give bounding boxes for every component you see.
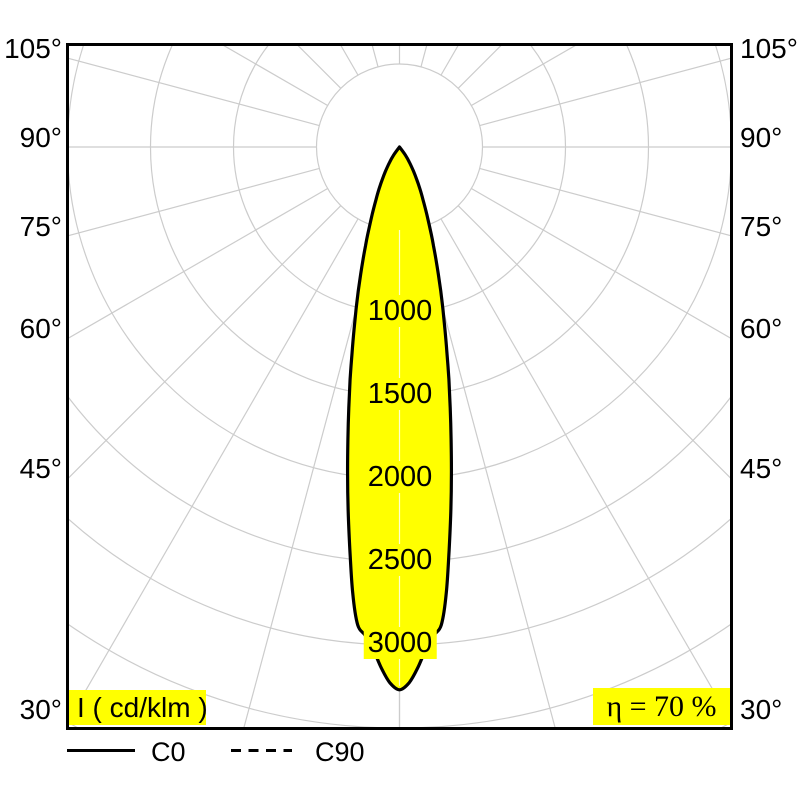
grid-ray [479,167,730,237]
angle-label-right-45: 45° [740,452,783,484]
grid-ray [223,46,328,107]
grid-ray [420,227,556,727]
angle-label-left-60: 60° [19,312,62,344]
ring-label-1000: 1000 [363,295,437,327]
angle-label-left-90: 90° [19,122,62,153]
angle-label-left-75: 75° [19,210,62,242]
ring-label-1500: 1500 [363,378,437,410]
ring-label-2500: 2500 [363,544,437,576]
angle-label-right-90: 90° [740,122,783,153]
angle-label-right-75: 75° [740,210,783,242]
grid-ray [471,187,730,339]
angle-label-left-30: 30° [19,694,62,726]
angle-label-left-105: 105° [4,33,62,65]
legend-label-c90: C90 [315,737,365,767]
grid-ray [69,205,342,479]
grid-ray [457,205,730,479]
intensity-unit-label: I ( cd/klm ) [69,690,208,725]
ring-label-3000: 3000 [363,627,437,659]
legend-line-c90-dashed [231,749,292,753]
grid-ray [243,227,379,727]
efficiency-label: η = 70 % [593,688,730,725]
grid-ray [69,57,320,127]
angle-label-right-105: 105° [740,33,798,65]
grid-ray [479,57,730,127]
legend-label-c0: C0 [151,737,186,767]
grid-ray [440,218,730,721]
angle-label-left-45: 45° [19,452,62,484]
ring-label-2000: 2000 [363,461,437,493]
grid-ray [69,218,359,721]
angle-label-right-60: 60° [740,312,783,344]
legend-line-c0-solid [67,749,135,753]
grid-ray [69,187,328,339]
angle-label-right-30: 30° [740,694,783,726]
grid-ray [471,46,576,107]
grid-ray [69,167,320,237]
